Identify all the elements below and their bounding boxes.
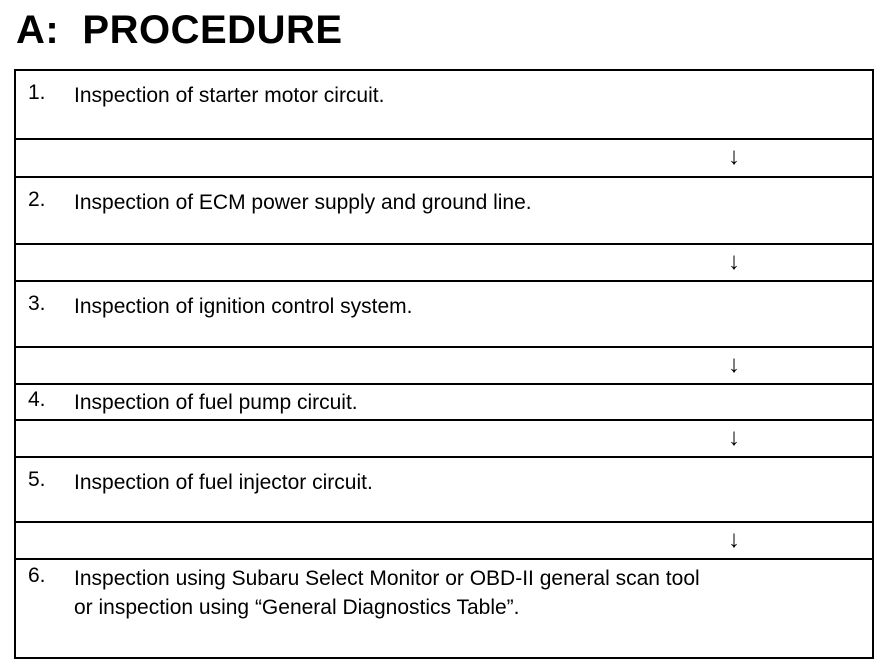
step-row-6: 6. Inspection using Subaru Select Monito…: [16, 560, 872, 657]
arrow-row: ↓: [16, 523, 872, 560]
step-row-1: 1. Inspection of starter motor circuit.: [16, 71, 872, 140]
arrow-row: ↓: [16, 421, 872, 458]
step-number: 2.: [28, 188, 46, 211]
step-number: 6.: [28, 564, 46, 587]
step-text: Inspection of fuel pump circuit.: [74, 391, 358, 414]
arrow-row: ↓: [16, 348, 872, 385]
step-row-4: 4. Inspection of fuel pump circuit.: [16, 385, 872, 421]
down-arrow-icon: ↓: [728, 248, 740, 275]
down-arrow-icon: ↓: [728, 143, 740, 170]
step-number: 3.: [28, 292, 46, 315]
step-number: 5.: [28, 468, 46, 491]
step-row-5: 5. Inspection of fuel injector circuit.: [16, 458, 872, 523]
step-text: Inspection of ignition control system.: [74, 295, 413, 318]
step-text: Inspection of fuel injector circuit.: [74, 471, 373, 494]
procedure-table: 1. Inspection of starter motor circuit. …: [14, 69, 874, 659]
page-title: A: PROCEDURE: [16, 8, 343, 52]
step-text: Inspection of ECM power supply and groun…: [74, 191, 532, 214]
down-arrow-icon: ↓: [728, 526, 740, 553]
step-number: 1.: [28, 81, 46, 104]
step-text: Inspection of starter motor circuit.: [74, 84, 385, 107]
step-text: Inspection using Subaru Select Monitor o…: [74, 567, 700, 619]
step-row-2: 2. Inspection of ECM power supply and gr…: [16, 178, 872, 245]
step-row-3: 3. Inspection of ignition control system…: [16, 282, 872, 348]
down-arrow-icon: ↓: [728, 424, 740, 451]
arrow-row: ↓: [16, 245, 872, 282]
down-arrow-icon: ↓: [728, 351, 740, 378]
arrow-row: ↓: [16, 140, 872, 178]
step-number: 4.: [28, 388, 46, 411]
